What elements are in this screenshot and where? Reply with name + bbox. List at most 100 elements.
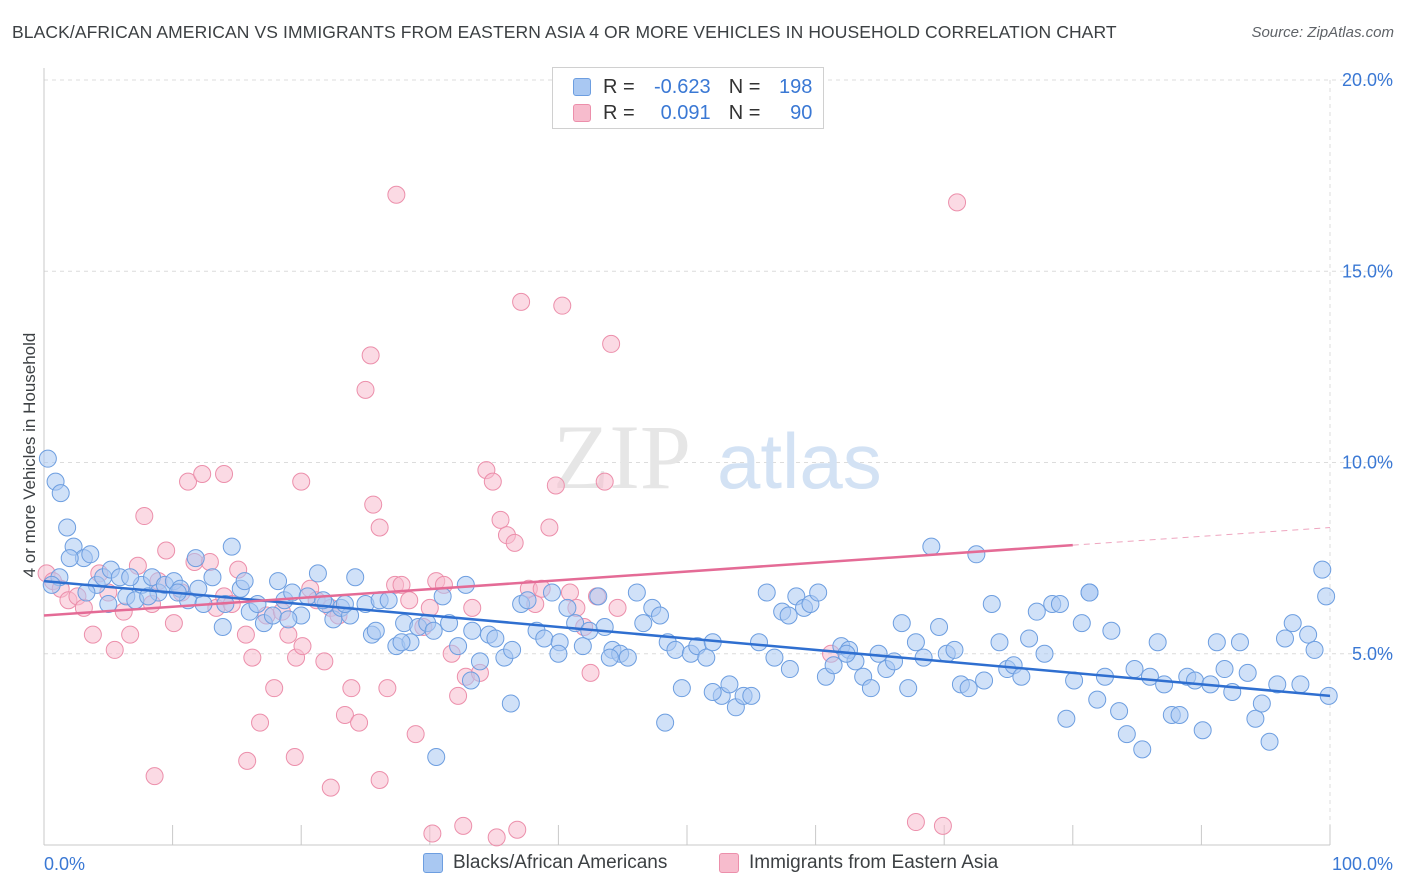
data-point-immigrants (83, 625, 102, 644)
legend-item-blacks[interactable]: Blacks/African Americans (423, 852, 667, 874)
legend-r-label: R = (603, 75, 635, 98)
data-point-blacks (1155, 675, 1174, 694)
data-point-blacks (906, 633, 925, 652)
data-point-blacks (1117, 725, 1136, 744)
data-point-blacks (1020, 629, 1039, 648)
data-point-blacks (470, 652, 489, 671)
data-point-immigrants (179, 472, 198, 491)
data-point-blacks (1238, 663, 1257, 682)
data-point-blacks (600, 648, 619, 667)
data-point-immigrants (553, 296, 572, 315)
legend-swatch-blue (573, 78, 591, 96)
data-point-blacks (975, 671, 994, 690)
data-point-blacks (720, 675, 739, 694)
legend-label: Immigrants from Eastern Asia (749, 852, 999, 873)
data-point-blacks (703, 683, 722, 701)
chart-title: BLACK/AFRICAN AMERICAN VS IMMIGRANTS FRO… (12, 22, 1117, 42)
data-point-immigrants (378, 679, 397, 698)
data-point-blacks (279, 610, 298, 629)
data-point-blacks (780, 660, 799, 679)
data-point-blacks (1291, 675, 1310, 694)
legend-n-label: N = (728, 101, 761, 124)
data-point-blacks (392, 633, 411, 652)
data-point-immigrants (105, 640, 124, 659)
data-point-immigrants (350, 713, 369, 732)
data-point-blacks (1050, 595, 1069, 614)
data-point-blacks (558, 598, 577, 617)
data-point-immigrants (483, 472, 502, 491)
data-point-immigrants (293, 637, 312, 656)
data-point-blacks (542, 583, 561, 602)
data-point-blacks (672, 679, 691, 698)
trend-line-immigrants-extension (1072, 527, 1331, 546)
data-point-blacks (308, 564, 327, 583)
data-point-immigrants (463, 598, 482, 617)
data-point-blacks (1185, 671, 1204, 690)
data-point-blacks (139, 587, 158, 606)
data-point-blacks (922, 537, 941, 556)
data-point-blacks (1170, 705, 1189, 724)
legend-r-value: -0.623 (653, 75, 711, 98)
data-point-blacks (456, 575, 475, 594)
data-point-immigrants (608, 598, 627, 617)
data-point-blacks (269, 572, 288, 591)
data-point-immigrants (581, 663, 600, 682)
data-point-blacks (618, 648, 637, 667)
data-point-blacks (81, 545, 100, 564)
data-point-blacks (1072, 614, 1091, 633)
data-point-blacks (982, 595, 1001, 614)
data-point-immigrants (236, 625, 255, 644)
data-point-immigrants (285, 748, 304, 767)
data-point-blacks (186, 549, 205, 568)
data-point-blacks (1313, 560, 1332, 579)
data-point-immigrants (251, 713, 270, 732)
data-point-immigrants (145, 767, 164, 786)
data-point-blacks (42, 575, 61, 594)
data-point-immigrants (356, 380, 375, 399)
data-point-immigrants (449, 686, 468, 705)
data-point-blacks (869, 644, 888, 663)
data-point-blacks (433, 587, 452, 606)
data-point-blacks (440, 614, 459, 633)
data-point-blacks (1133, 740, 1152, 759)
data-point-blacks (51, 484, 70, 503)
data-point-immigrants (193, 464, 212, 483)
data-point-immigrants (400, 591, 419, 610)
data-point-blacks (263, 606, 282, 625)
data-point-immigrants (933, 816, 952, 835)
data-point-blacks (779, 606, 798, 625)
data-point-immigrants (315, 652, 334, 671)
data-point-blacks (379, 591, 398, 610)
data-point-blacks (757, 583, 776, 602)
data-point-blacks (1252, 694, 1271, 713)
data-point-blacks (535, 629, 554, 648)
data-point-blacks (189, 579, 208, 598)
data-point-blacks (424, 621, 443, 640)
data-point-immigrants (560, 583, 579, 602)
source-label: Source: ZipAtlas.com (1251, 24, 1394, 41)
data-point-immigrants (279, 625, 298, 644)
data-point-immigrants (321, 778, 340, 797)
data-point-blacks (248, 595, 267, 614)
data-point-blacks (967, 545, 986, 564)
watermark-zip: ZIP (553, 406, 691, 508)
data-point-immigrants (487, 828, 506, 847)
data-point-blacks (501, 694, 520, 713)
data-point-immigrants (243, 648, 262, 667)
data-point-immigrants (164, 614, 183, 633)
legend-item-immigrants[interactable]: Immigrants from Eastern Asia (719, 852, 998, 874)
data-point-immigrants (215, 464, 234, 483)
data-point-blacks (892, 614, 911, 633)
data-point-blacks (1283, 614, 1302, 633)
data-point-blacks (121, 568, 140, 587)
legend-label: Blacks/African Americans (453, 852, 668, 873)
data-point-blacks (503, 640, 522, 659)
data-point-blacks (518, 591, 537, 610)
data-point-blacks (930, 617, 949, 636)
data-point-blacks (634, 614, 653, 633)
data-point-blacks (824, 656, 843, 675)
data-point-blacks (203, 568, 222, 587)
data-point-blacks (990, 633, 1009, 652)
data-point-immigrants (157, 541, 176, 560)
data-point-blacks (60, 549, 79, 568)
